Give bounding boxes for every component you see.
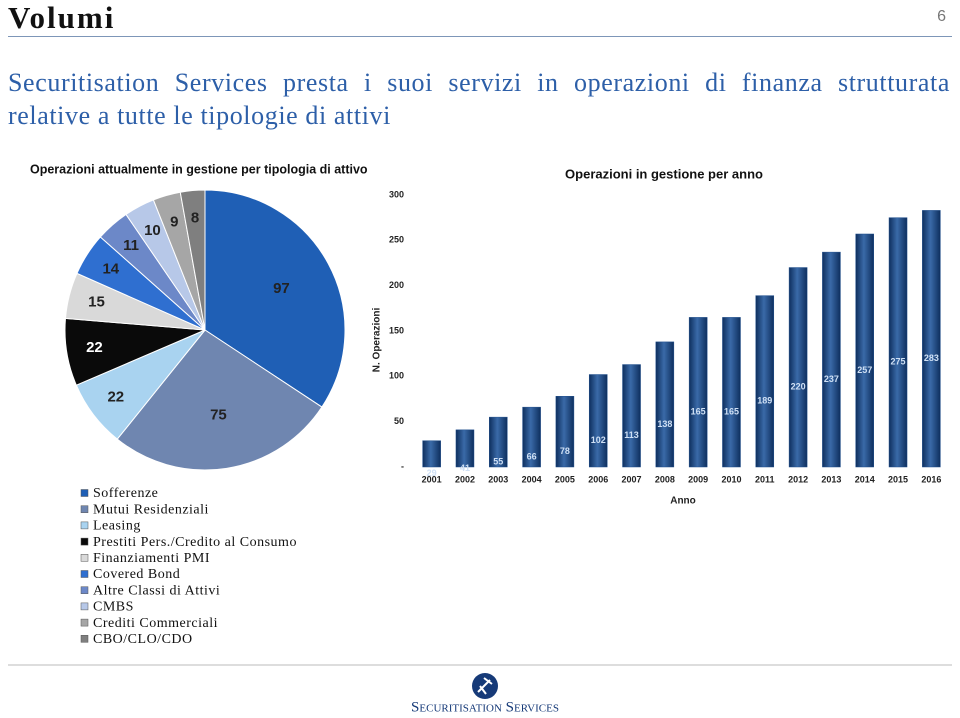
x-tick-label: 2016	[921, 474, 941, 484]
bar-value-label: 165	[691, 407, 706, 417]
bar-value-label: 55	[493, 456, 503, 466]
x-tick-label: 2012	[788, 474, 808, 484]
x-tick-label: 2001	[422, 474, 442, 484]
x-tick-label: 2014	[855, 474, 875, 484]
pie-title: Operazioni attualmente in gestione per t…	[30, 162, 368, 176]
bar	[622, 364, 641, 468]
legend-swatch	[80, 586, 89, 594]
x-tick-label: 2002	[455, 474, 475, 484]
y-tick-label: -	[401, 461, 404, 471]
x-tick-label: 2011	[755, 474, 775, 484]
legend-swatch	[80, 618, 89, 627]
x-tick-label: 2013	[821, 474, 841, 484]
x-tick-label: 2006	[588, 474, 608, 484]
legend-label: Leasing	[93, 519, 141, 534]
slice-label: 22	[107, 389, 124, 406]
slice-label: 75	[210, 407, 227, 424]
bar	[588, 374, 608, 468]
legend-swatch	[80, 537, 89, 546]
slice-label: 9	[170, 213, 178, 230]
slice-label: 10	[144, 222, 161, 239]
legend-swatch	[80, 505, 89, 513]
bar-value-label: 102	[591, 435, 606, 445]
bar	[822, 251, 841, 468]
pie-slice	[179, 189, 206, 331]
legend-swatch	[80, 521, 89, 530]
legend-label: Finanziamenti PMI	[93, 551, 210, 566]
slice-label: 14	[102, 260, 119, 277]
bar	[755, 295, 775, 468]
bar	[888, 217, 908, 468]
x-tick-label: 2010	[721, 474, 741, 484]
bar-value-label: 41	[460, 463, 470, 473]
legend-label: Altre Classi di Attivi	[93, 583, 220, 598]
bar	[855, 233, 874, 468]
page-title: Volumi	[8, 0, 116, 35]
legend-label: Prestiti Pers./Credito al Consumo	[93, 535, 297, 550]
y-tick-label: 100	[389, 371, 404, 381]
y-tick-label: 200	[389, 280, 404, 290]
legend-label: CBO/CLO/CDO	[93, 632, 193, 647]
bar-value-label: 113	[624, 430, 639, 440]
x-tick-label: 2004	[522, 474, 542, 484]
x-axis-label: Anno	[670, 496, 696, 507]
x-tick-label: 2003	[488, 474, 508, 484]
slice-label: 15	[88, 293, 105, 310]
bar-value-label: 275	[891, 357, 906, 367]
bar-value-label: 189	[757, 396, 772, 406]
legend-label: Covered Bond	[93, 567, 180, 582]
bar	[688, 317, 708, 468]
slice-label: 22	[86, 339, 103, 356]
legend-swatch	[80, 489, 89, 497]
y-tick-label: 250	[389, 235, 404, 245]
logo-mark	[477, 677, 493, 695]
bar-value-label: 165	[724, 407, 739, 417]
y-tick-label: 300	[389, 189, 404, 199]
bar	[455, 429, 475, 468]
y-tick-label: 150	[389, 325, 404, 335]
slice-label: 97	[273, 280, 290, 297]
bar	[655, 341, 675, 468]
y-tick-label: 50	[394, 416, 404, 426]
bar-value-label: 220	[791, 382, 806, 392]
x-tick-label: 2009	[688, 474, 708, 484]
legend-swatch	[80, 602, 89, 611]
legend-swatch	[80, 570, 89, 578]
legend-swatch	[80, 554, 89, 562]
bar	[422, 440, 441, 468]
bar-value-label: 283	[924, 353, 939, 363]
bar-value-label: 29	[427, 468, 437, 478]
bar-title: Operazioni in gestione per anno	[565, 166, 763, 181]
legend-label: Mutui Residenziali	[93, 502, 209, 517]
legend-label: CMBS	[93, 600, 134, 615]
bar-value-label: 257	[857, 365, 872, 375]
logo-text: Securitisation Services	[411, 699, 559, 715]
slice-label: 8	[191, 209, 199, 226]
header-rule	[8, 36, 952, 37]
bar	[722, 317, 741, 468]
x-tick-label: 2005	[555, 474, 575, 484]
legend-label: Sofferenze	[93, 486, 158, 501]
pie-slice	[116, 329, 323, 471]
bar-value-label: 66	[527, 451, 537, 461]
bar-value-label: 78	[560, 446, 570, 456]
legend-label: Crediti Commerciali	[93, 616, 218, 631]
slice-label: 11	[123, 237, 139, 254]
x-tick-label: 2008	[655, 474, 675, 484]
legend-swatch	[80, 635, 89, 643]
y-axis-label: N. Operazioni	[372, 308, 383, 373]
bar-value-label: 237	[824, 374, 839, 384]
bar	[922, 210, 941, 468]
subtitle: Securitisation Services presta i suoi se…	[8, 68, 950, 130]
bar	[555, 396, 575, 468]
x-tick-label: 2015	[888, 474, 908, 484]
bar	[489, 416, 508, 468]
page-number: 6	[937, 8, 946, 25]
bar-value-label: 138	[657, 419, 672, 429]
bar	[788, 267, 808, 468]
x-tick-label: 2007	[622, 474, 642, 484]
bar	[522, 406, 541, 468]
